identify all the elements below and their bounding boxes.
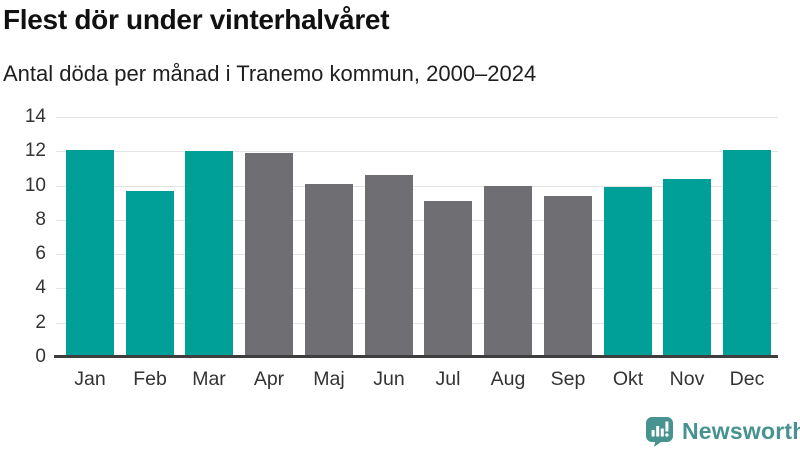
gridline-10 bbox=[56, 185, 778, 187]
y-axis-tick-label-6: 6 bbox=[35, 243, 46, 265]
y-axis-tick-label-2: 2 bbox=[35, 311, 46, 333]
gridline-14 bbox=[56, 117, 778, 118]
bar-dec bbox=[723, 149, 771, 357]
x-axis-label-aug: Aug bbox=[490, 368, 526, 390]
y-axis-tick-label-10: 10 bbox=[24, 174, 46, 196]
x-axis-label-feb: Feb bbox=[133, 368, 167, 390]
x-axis-line bbox=[54, 355, 778, 358]
chart-subtitle: Antal döda per månad i Tranemo kommun, 2… bbox=[3, 61, 537, 86]
gridline-4 bbox=[56, 288, 778, 290]
y-axis-tick-label-4: 4 bbox=[35, 277, 46, 299]
bar-mar bbox=[185, 151, 233, 357]
newsworthy-logo: Newsworthy bbox=[644, 415, 800, 447]
chart-title: Flest dör under vinterhalvåret bbox=[3, 4, 390, 35]
y-axis-tick-label-0: 0 bbox=[35, 346, 46, 367]
bar-jan bbox=[66, 149, 114, 357]
x-axis-label-maj: Maj bbox=[313, 368, 345, 390]
x-axis-label-jan: Jan bbox=[74, 368, 106, 390]
bar-sep bbox=[544, 195, 592, 357]
bar-maj bbox=[305, 183, 353, 357]
bar-jul bbox=[424, 201, 472, 357]
x-axis-label-jun: Jun bbox=[373, 368, 405, 390]
gridline-8 bbox=[56, 219, 778, 221]
x-axis-label-sep: Sep bbox=[550, 368, 586, 390]
x-axis-label-jul: Jul bbox=[435, 368, 461, 390]
y-axis-tick-label-14: 14 bbox=[24, 106, 46, 127]
bar-okt bbox=[604, 187, 652, 357]
bar-nov bbox=[663, 178, 711, 357]
x-axis-label-apr: Apr bbox=[253, 368, 285, 390]
bar-aug bbox=[484, 185, 532, 357]
newsworthy-icon bbox=[646, 417, 673, 447]
bar-feb bbox=[126, 190, 174, 357]
x-axis-label-dec: Dec bbox=[729, 368, 765, 390]
newsworthy-brand-text: Newsworthy bbox=[682, 417, 800, 444]
y-axis-tick-label-8: 8 bbox=[35, 208, 46, 230]
x-axis-label-nov: Nov bbox=[669, 368, 705, 390]
gridline-6 bbox=[56, 254, 778, 256]
bar-apr bbox=[245, 153, 293, 357]
y-axis-tick-label-12: 12 bbox=[24, 140, 46, 162]
gridline-12 bbox=[56, 151, 778, 153]
gridline-2 bbox=[56, 322, 778, 324]
x-axis-label-mar: Mar bbox=[192, 368, 226, 390]
x-axis-label-okt: Okt bbox=[612, 368, 644, 390]
bar-jun bbox=[365, 175, 413, 357]
